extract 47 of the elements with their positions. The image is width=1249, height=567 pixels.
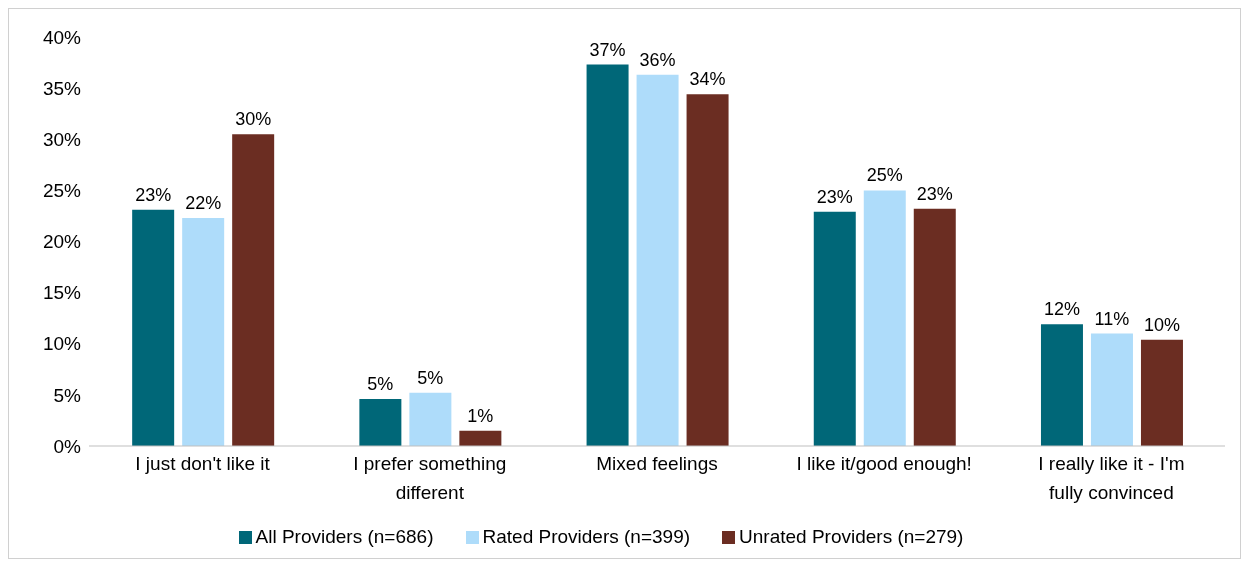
x-tick-label: I just don't like it — [135, 453, 271, 474]
x-tick-label: I like it/good enough! — [796, 453, 972, 474]
data-label: 34% — [689, 69, 726, 90]
y-tick-label: 25% — [42, 180, 82, 202]
legend-label: Rated Providers (n=399) — [482, 526, 691, 547]
data-label: 23% — [135, 184, 172, 205]
bar — [359, 398, 402, 446]
data-label: 1% — [467, 405, 494, 426]
bar — [1090, 333, 1133, 446]
bar — [813, 211, 856, 446]
legend-label: Unrated Providers (n=279) — [739, 526, 964, 547]
data-label: 22% — [185, 192, 222, 213]
bar — [913, 208, 956, 446]
y-tick-label: 30% — [42, 128, 82, 150]
data-label: 23% — [816, 186, 853, 207]
bar — [686, 94, 729, 446]
bar — [132, 209, 175, 446]
data-label: 36% — [639, 49, 676, 70]
bar — [586, 64, 629, 446]
data-label: 5% — [417, 367, 444, 388]
data-label: 37% — [589, 39, 626, 60]
data-label: 12% — [1043, 299, 1080, 320]
bar — [1140, 339, 1183, 446]
x-tick-label: I really like it - I'm fully convinced — [1038, 453, 1185, 503]
y-tick-label: 15% — [42, 282, 82, 304]
data-label: 23% — [916, 183, 953, 204]
bar — [182, 217, 225, 446]
y-tick-label: 35% — [42, 77, 82, 99]
x-tick-label: Mixed feelings — [596, 453, 718, 474]
y-tick-label: 10% — [42, 333, 82, 355]
data-label: 5% — [367, 373, 394, 394]
bar — [1040, 324, 1083, 446]
data-label: 11% — [1094, 308, 1130, 329]
y-tick-label: 5% — [53, 384, 82, 406]
data-label: 10% — [1143, 314, 1180, 335]
y-tick-label: 0% — [53, 435, 82, 457]
bar — [232, 134, 275, 446]
y-tick-label: 20% — [42, 231, 82, 253]
legend-label: All Providers (n=686) — [255, 526, 434, 547]
data-label: 25% — [866, 165, 903, 186]
data-label: 30% — [235, 109, 272, 130]
bar — [863, 190, 906, 446]
x-tick-label: I prefer something different — [353, 453, 507, 503]
bar — [636, 74, 679, 446]
bar — [409, 392, 452, 446]
bar — [459, 430, 502, 446]
y-tick-label: 40% — [42, 26, 82, 48]
